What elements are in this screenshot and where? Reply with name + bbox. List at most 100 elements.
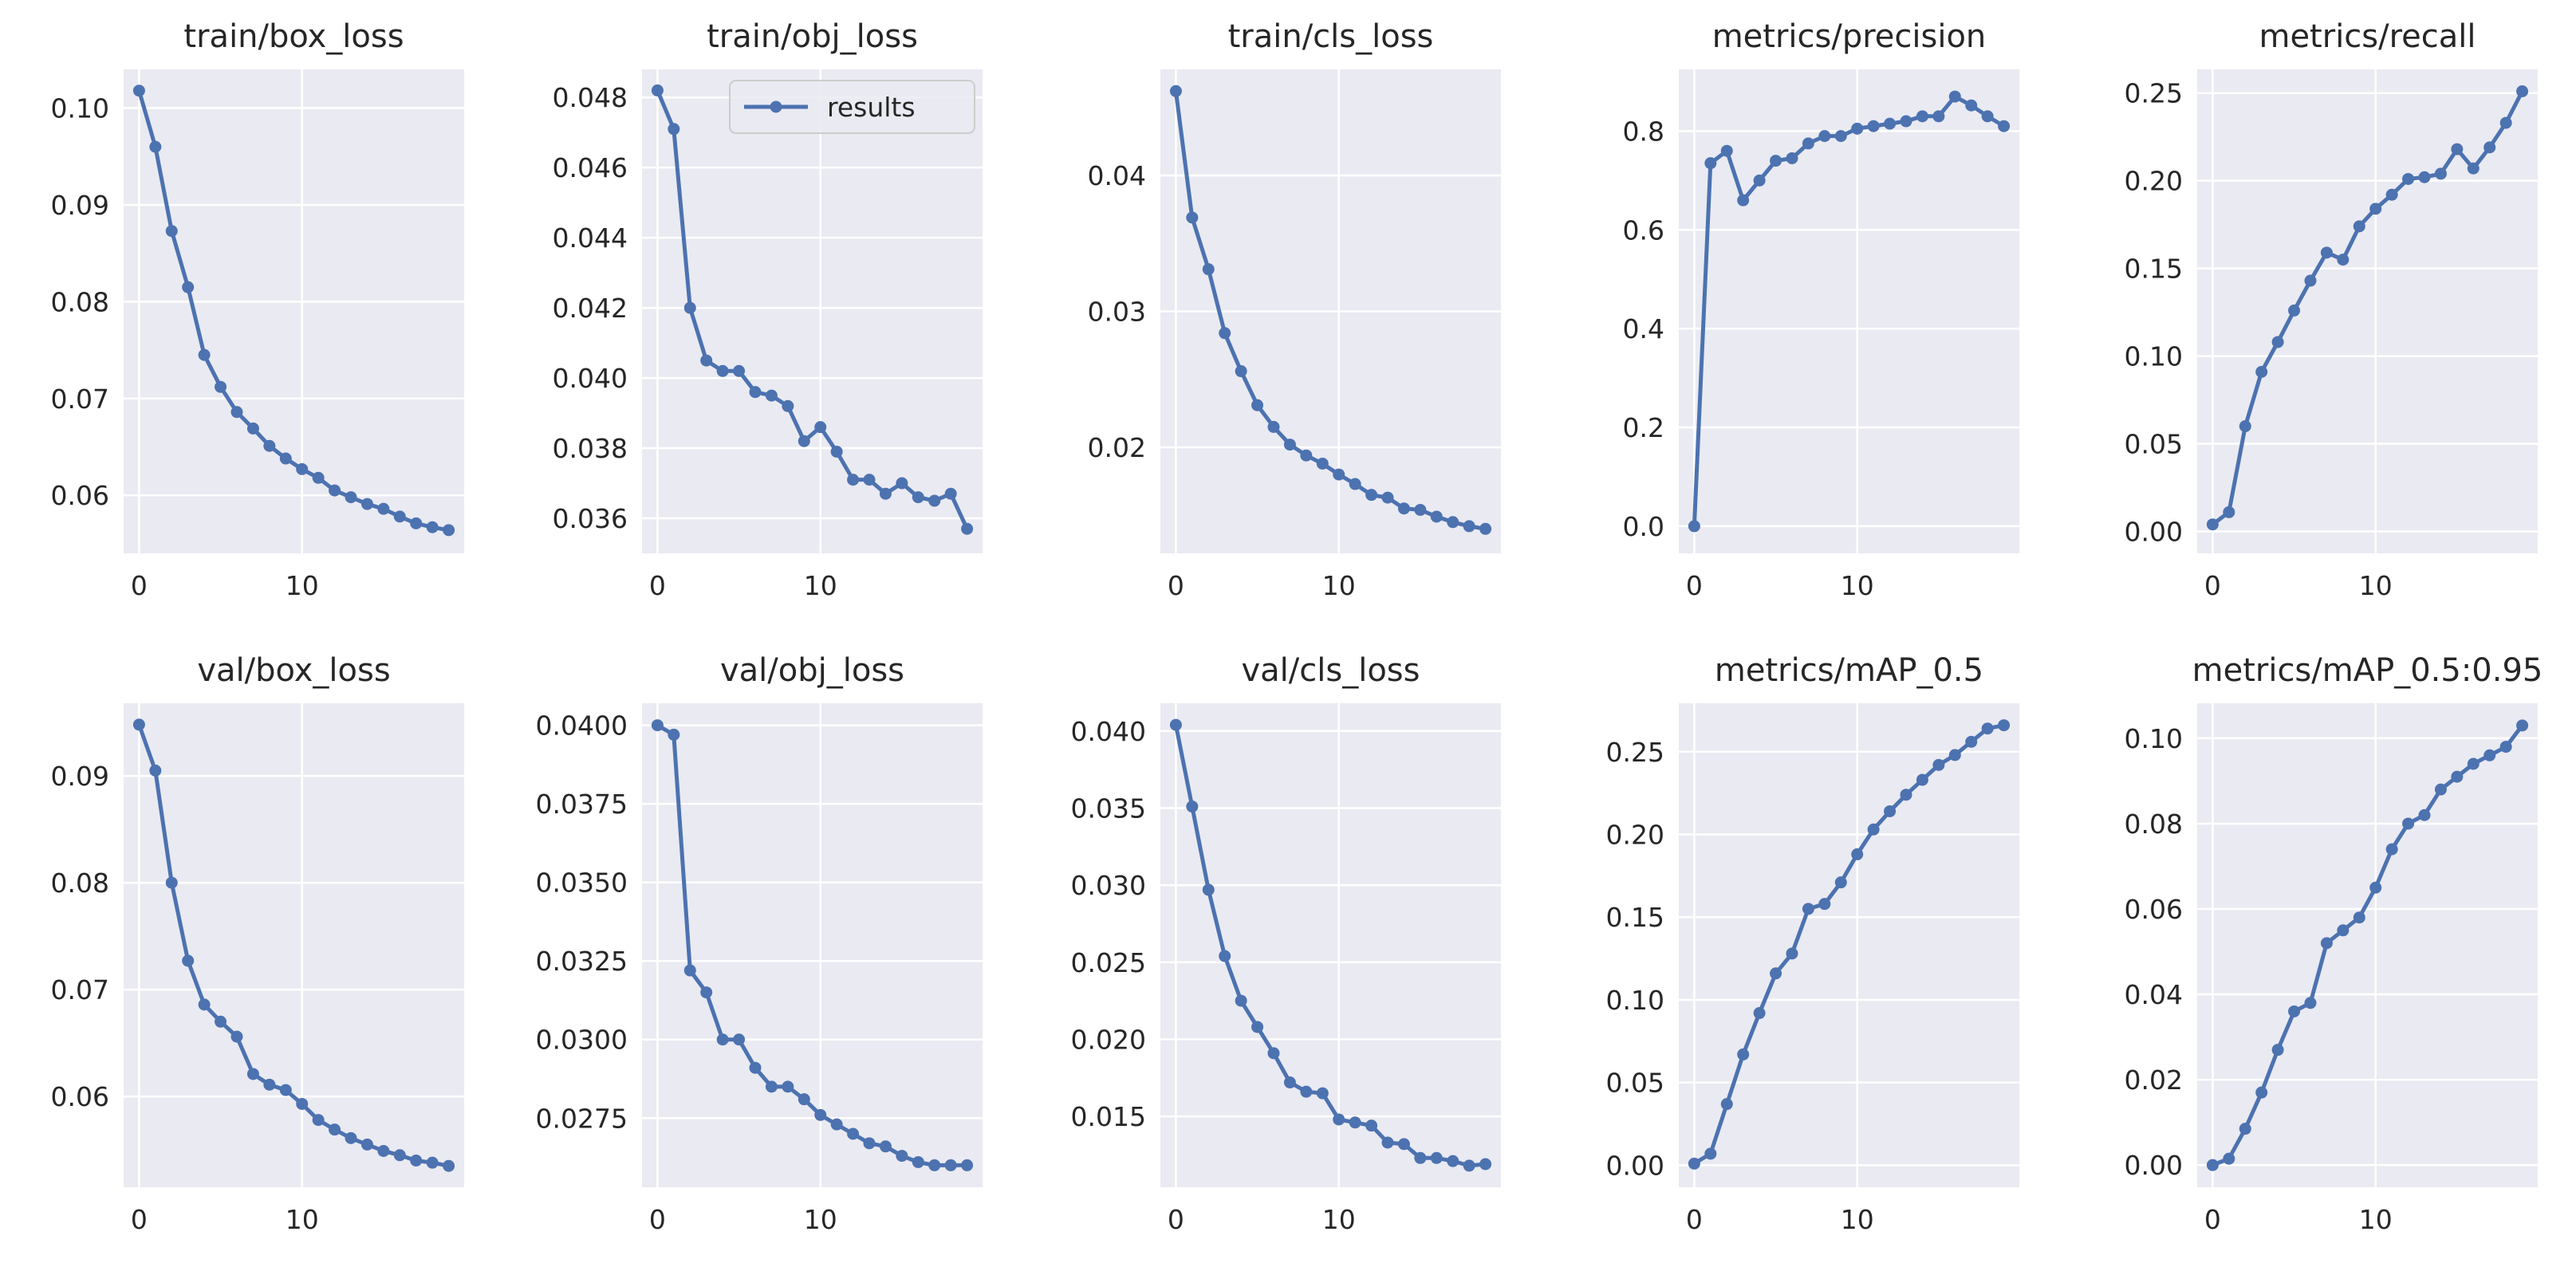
data-point <box>312 471 325 484</box>
data-point <box>1219 950 1231 962</box>
data-point <box>1998 120 2011 132</box>
panel-title: val/cls_loss <box>1242 652 1420 689</box>
y-tick-label: 0.035 <box>1071 793 1146 824</box>
data-point <box>1818 130 1831 143</box>
data-point <box>426 1156 439 1169</box>
data-point <box>345 1131 357 1144</box>
data-point <box>847 474 860 486</box>
y-tick-label: 0.025 <box>1071 947 1146 978</box>
chart-metrics-precision: 0 10 0.0 0.2 0.4 0.6 0.8 metrics/precision <box>1623 18 2019 601</box>
data-point <box>798 435 810 447</box>
data-point <box>2337 924 2350 937</box>
data-point <box>944 1159 957 1171</box>
data-point <box>2304 997 2317 1009</box>
data-point <box>2467 757 2479 770</box>
data-point <box>765 1080 778 1093</box>
data-point <box>1802 903 1814 915</box>
data-point <box>2434 167 2447 180</box>
data-point <box>716 1033 729 1046</box>
data-point <box>2516 719 2529 732</box>
data-point <box>1397 502 1410 515</box>
legend-box <box>729 80 975 134</box>
data-point <box>1447 1155 1459 1167</box>
data-point <box>1447 516 1459 529</box>
data-point <box>700 986 713 999</box>
data-point <box>2271 1044 2284 1056</box>
data-point <box>443 524 455 537</box>
data-point <box>2206 518 2219 531</box>
data-point <box>329 484 341 497</box>
data-point <box>1802 137 1814 150</box>
plot-area <box>2197 69 2538 553</box>
data-point <box>2483 141 2496 154</box>
data-point <box>2288 304 2301 317</box>
data-point <box>749 1061 762 1074</box>
chart-metrics-map-0-5-0-95: 0 10 0.00 0.02 0.04 0.06 0.08 0.10 metrics/mAP_0… <box>2125 652 2543 1235</box>
y-tick-label: 0.040 <box>1071 716 1146 747</box>
data-point <box>377 1144 390 1157</box>
data-point <box>2239 420 2251 433</box>
plot-area <box>124 703 464 1187</box>
data-point <box>782 399 794 412</box>
data-point <box>2353 911 2365 924</box>
data-point <box>360 498 373 510</box>
data-point <box>733 364 746 377</box>
data-point <box>2402 172 2415 185</box>
data-point <box>1867 120 1880 132</box>
data-point <box>879 487 892 500</box>
data-point <box>651 719 664 732</box>
data-point <box>830 445 843 458</box>
data-point <box>1720 1098 1733 1111</box>
chart-val-box-loss: 0 10 0.06 0.07 0.08 0.09 val/box_loss <box>51 652 464 1235</box>
y-tick-label: 0.10 <box>2125 723 2183 754</box>
data-point <box>896 1150 908 1163</box>
data-point <box>1219 327 1231 340</box>
data-point <box>928 494 941 507</box>
y-tick-label: 0.04 <box>2125 979 2183 1010</box>
data-point <box>1916 110 1928 123</box>
data-point <box>1981 110 1994 123</box>
x-tick-label: 10 <box>804 570 837 601</box>
data-point <box>1235 365 1247 378</box>
data-point <box>1770 967 1782 980</box>
data-point <box>879 1140 892 1153</box>
y-tick-label: 0.0325 <box>536 946 628 977</box>
chart-val-cls-loss: 0 10 0.015 0.020 0.025 0.030 0.035 0.040 val/cls… <box>1071 652 1501 1235</box>
y-tick-label: 0.10 <box>2125 341 2183 372</box>
legend-label: results <box>827 92 916 123</box>
data-point <box>296 1097 309 1110</box>
data-point <box>2255 365 2268 378</box>
data-point <box>1720 144 1733 157</box>
y-tick-label: 0.08 <box>51 868 109 899</box>
data-point <box>230 406 243 419</box>
data-point <box>1202 263 1215 276</box>
y-tick-label: 0.07 <box>51 974 109 1005</box>
data-point <box>1981 722 1994 735</box>
data-point <box>830 1118 843 1131</box>
data-point <box>1851 848 1864 860</box>
data-point <box>1737 1048 1750 1060</box>
y-tick-label: 0.4 <box>1623 313 1664 344</box>
y-tick-label: 0.25 <box>1606 737 1664 768</box>
y-tick-label: 0.08 <box>51 286 109 317</box>
data-point <box>426 521 439 533</box>
y-tick-label: 0.036 <box>553 503 628 534</box>
plot-area <box>124 69 464 553</box>
data-point <box>296 462 309 475</box>
data-point <box>1430 510 1443 523</box>
data-point <box>1479 522 1492 535</box>
data-point <box>863 1137 876 1150</box>
data-point <box>410 1155 423 1167</box>
chart-train-obj-loss: 0 10 0.036 0.038 0.040 0.042 0.044 0.046 0.048 tr… <box>553 18 983 601</box>
x-tick-label: 10 <box>286 570 319 601</box>
panel-title: metrics/mAP_0.5:0.95 <box>2192 652 2543 689</box>
data-point <box>716 364 729 377</box>
data-point <box>2369 881 2382 894</box>
data-point <box>1916 773 1928 786</box>
y-tick-label: 0.015 <box>1071 1101 1146 1132</box>
data-point <box>912 1155 924 1168</box>
data-point <box>1169 718 1182 731</box>
y-tick-label: 0.0300 <box>536 1025 628 1056</box>
data-point <box>1283 439 1296 451</box>
data-point <box>1965 99 1978 112</box>
